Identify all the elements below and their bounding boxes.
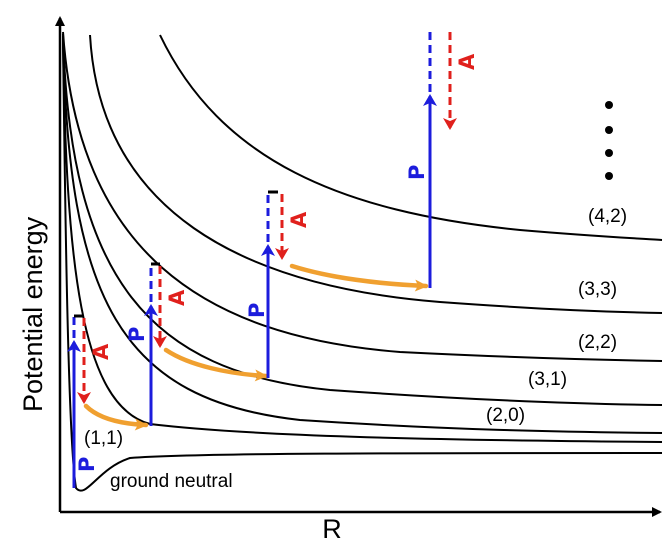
label-1-1: (1,1) <box>84 428 123 449</box>
ionization-arrows <box>67 32 437 488</box>
relaxation-label-2: A <box>165 289 189 306</box>
label-3-1: (3,1) <box>528 369 567 390</box>
curve-2-0 <box>62 35 663 434</box>
relaxation-label-3: A <box>287 211 311 228</box>
curve-3-1 <box>62 33 663 406</box>
label-4-2: (4,2) <box>588 206 627 227</box>
transfer-arrows <box>83 263 429 431</box>
relaxation-arrows <box>77 32 457 404</box>
ionization-label-2: P <box>125 327 149 342</box>
curve-ground-neutral <box>62 39 663 492</box>
potential-curves <box>62 31 663 492</box>
axes <box>55 16 662 517</box>
ionization-labels: P P P P <box>75 165 429 472</box>
curve-2-2 <box>62 31 663 362</box>
ionization-label-4: P <box>405 165 429 180</box>
relaxation-label-4: A <box>455 53 479 70</box>
continuation-dots <box>605 101 613 180</box>
x-axis-title: R <box>322 514 342 542</box>
transfer-arrow-2 <box>163 347 269 382</box>
label-2-2: (2,2) <box>578 332 617 353</box>
label-ground-neutral: ground neutral <box>110 471 233 492</box>
curve-1-1 <box>62 37 663 443</box>
transfer-arrow-1 <box>83 403 149 431</box>
curve-labels: ground neutral (1,1) (2,0) (3,1) (2,2) (… <box>84 206 627 492</box>
ionization-label-3: P <box>245 303 269 318</box>
label-3-3: (3,3) <box>578 279 617 300</box>
level-ticks <box>74 190 278 318</box>
label-2-0: (2,0) <box>486 405 525 426</box>
curve-3-3 <box>89 34 663 314</box>
relaxation-label-1: A <box>89 343 113 360</box>
y-axis-title: Potential energy <box>18 216 48 412</box>
relaxation-labels: A A A A <box>89 53 479 360</box>
transfer-arrow-3 <box>289 263 429 292</box>
curve-4-2 <box>159 34 663 241</box>
ionization-label-1: P <box>75 457 99 472</box>
